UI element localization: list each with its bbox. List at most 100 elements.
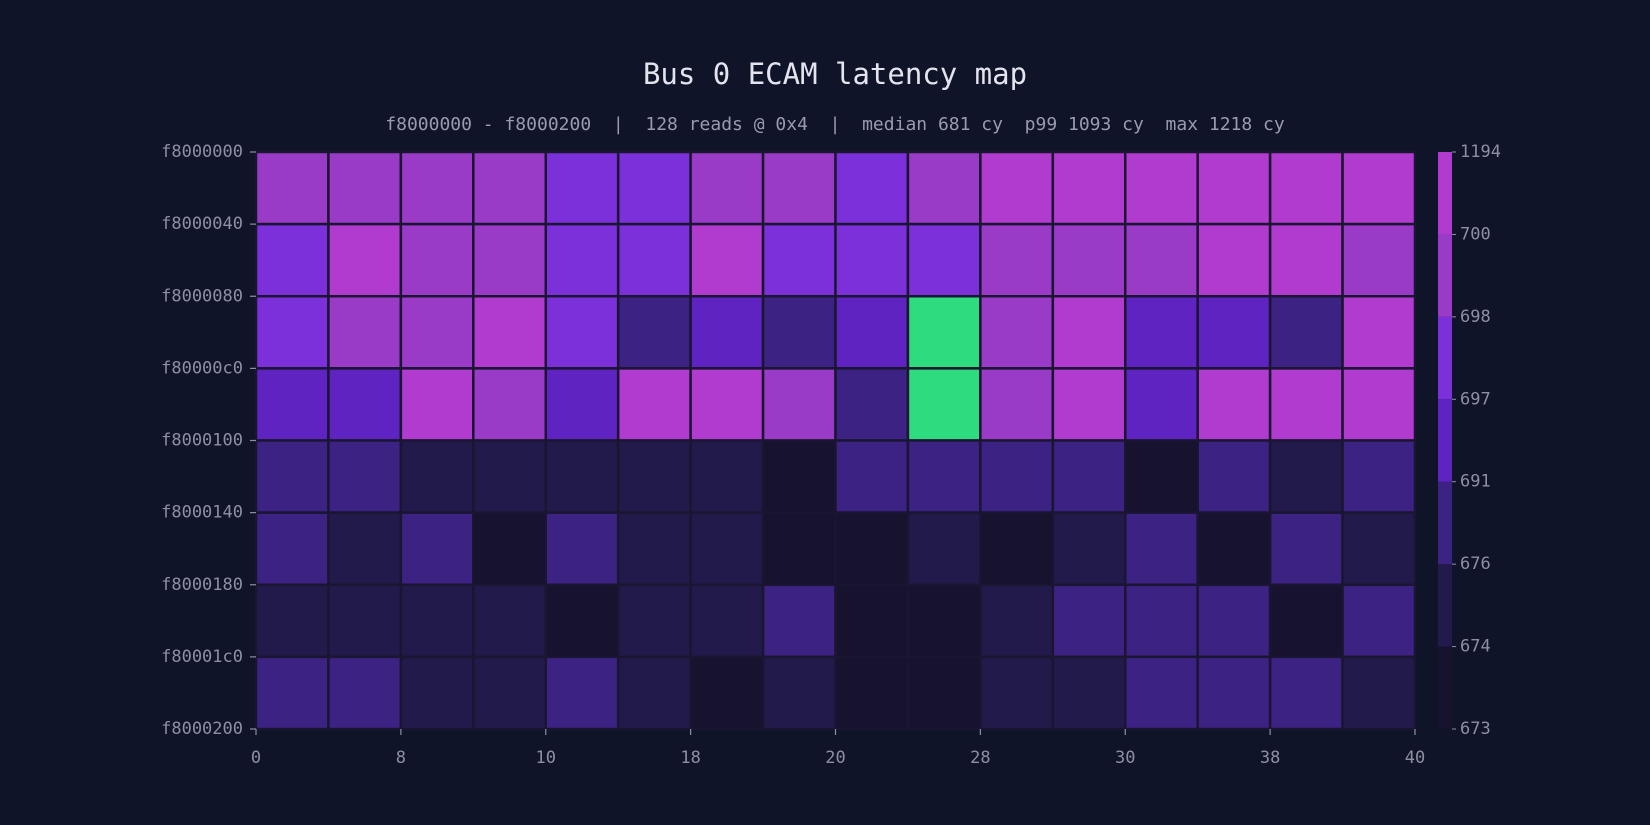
heatmap-cell: [834, 367, 910, 442]
x-tick-label: 10: [536, 748, 556, 768]
heatmap-cell: [906, 655, 982, 731]
heatmap-cell: [1051, 655, 1127, 731]
heatmap-cell: [254, 583, 330, 659]
heatmap-cell: [616, 655, 692, 731]
heatmap-cell: [979, 655, 1055, 731]
heatmap-cell: [616, 222, 692, 298]
heatmap-cell: [472, 150, 547, 226]
heatmap-cell: [616, 439, 692, 514]
heatmap-cell: [544, 367, 620, 442]
heatmap-cell: [689, 439, 765, 514]
heatmap-cell: [1124, 583, 1199, 659]
heatmap-cell: [834, 655, 910, 731]
heatmap-cell: [254, 655, 330, 731]
heatmap-cell: [472, 511, 547, 586]
heatmap-cell: [1051, 222, 1127, 298]
x-tick-label: 18: [680, 748, 700, 768]
heatmap-cell: [399, 150, 475, 226]
heatmap-cell: [1051, 439, 1127, 514]
x-tick-label: 40: [1405, 748, 1425, 768]
heatmap-cell: [1341, 367, 1417, 442]
heatmap-cell: [906, 150, 982, 226]
heatmap-cell: [906, 295, 982, 370]
heatmap-cell: [544, 295, 620, 370]
heatmap-cell: [1196, 439, 1272, 514]
heatmap-cell: [761, 655, 837, 731]
heatmap-cell: [544, 439, 620, 514]
heatmap-cell: [616, 150, 692, 226]
heatmap-cell: [1124, 655, 1199, 731]
heatmap-cell: [689, 511, 765, 586]
heatmap-cell: [1196, 511, 1272, 586]
x-tick-label: 30: [1115, 748, 1135, 768]
heatmap-cell: [327, 295, 403, 370]
heatmap-cell: [761, 150, 837, 226]
heatmap-cell: [399, 655, 475, 731]
heatmap-cell: [1196, 295, 1272, 370]
colorbar-segment: [1438, 316, 1452, 400]
heatmap-cell: [1124, 222, 1199, 298]
heatmap-cell: [834, 583, 910, 659]
colorbar-label: 673: [1460, 719, 1491, 739]
colorbar-label: 698: [1460, 307, 1491, 327]
heatmap-cell: [472, 367, 547, 442]
heatmap-cell: [1051, 583, 1127, 659]
y-tick-label: f80000c0: [161, 358, 243, 378]
heatmap-cell: [1341, 439, 1417, 514]
heatmap-cell: [616, 367, 692, 442]
heatmap-cell: [761, 511, 837, 586]
heatmap-cell: [906, 511, 982, 586]
heatmap-cell: [1124, 295, 1199, 370]
heatmap-cell: [1196, 150, 1272, 226]
heatmap-cell: [906, 222, 982, 298]
heatmap-cell: [472, 583, 547, 659]
heatmap-cell: [979, 295, 1055, 370]
heatmap-cell: [761, 222, 837, 298]
y-tick-label: f8000080: [161, 286, 243, 306]
heatmap-cell: [689, 295, 765, 370]
heatmap-cell: [327, 439, 403, 514]
heatmap-cell: [1268, 439, 1344, 514]
heatmap-cell: [979, 222, 1055, 298]
heatmap-cell: [1124, 367, 1199, 442]
heatmap-cell: [254, 439, 330, 514]
heatmap-cell: [1341, 222, 1417, 298]
heatmap-cell: [544, 511, 620, 586]
heatmap-cell: [689, 222, 765, 298]
heatmap-cell: [979, 150, 1055, 226]
x-tick-label: 38: [1260, 748, 1280, 768]
heatmap-cell: [761, 583, 837, 659]
colorbar-label: 674: [1460, 637, 1491, 657]
colorbar-segment: [1438, 234, 1452, 317]
heatmap-cell: [1268, 655, 1344, 731]
y-tick-label: f8000140: [161, 503, 243, 523]
heatmap-cell: [399, 367, 475, 442]
heatmap-cell: [1268, 367, 1344, 442]
colorbar-segment: [1438, 399, 1452, 482]
heatmap-cell: [327, 655, 403, 731]
chart-subtitle: f8000000 - f8000200 | 128 reads @ 0x4 | …: [385, 114, 1285, 135]
colorbar-label: 697: [1460, 389, 1491, 409]
chart-title: Bus 0 ECAM latency map: [643, 57, 1027, 91]
heatmap-cell: [834, 222, 910, 298]
heatmap-cell: [906, 439, 982, 514]
colorbar-label: 700: [1460, 224, 1491, 244]
heatmap-cell: [834, 295, 910, 370]
heatmap-cell: [544, 222, 620, 298]
heatmap-cell: [472, 295, 547, 370]
colorbar-segment: [1438, 564, 1452, 647]
heatmap-cell: [1124, 150, 1199, 226]
colorbar-label: 676: [1460, 554, 1491, 574]
heatmap-cell: [254, 150, 330, 226]
heatmap-cell: [689, 367, 765, 442]
heatmap-cell: [1341, 511, 1417, 586]
heatmap-cell: [689, 583, 765, 659]
heatmap-cell: [472, 439, 547, 514]
y-tick-label: f8000100: [161, 431, 243, 451]
heatmap-cell: [327, 511, 403, 586]
heatmap-cell: [1268, 511, 1344, 586]
heatmap-cell: [399, 222, 475, 298]
heatmap-cell: [544, 583, 620, 659]
heatmap-cell: [1341, 655, 1417, 731]
